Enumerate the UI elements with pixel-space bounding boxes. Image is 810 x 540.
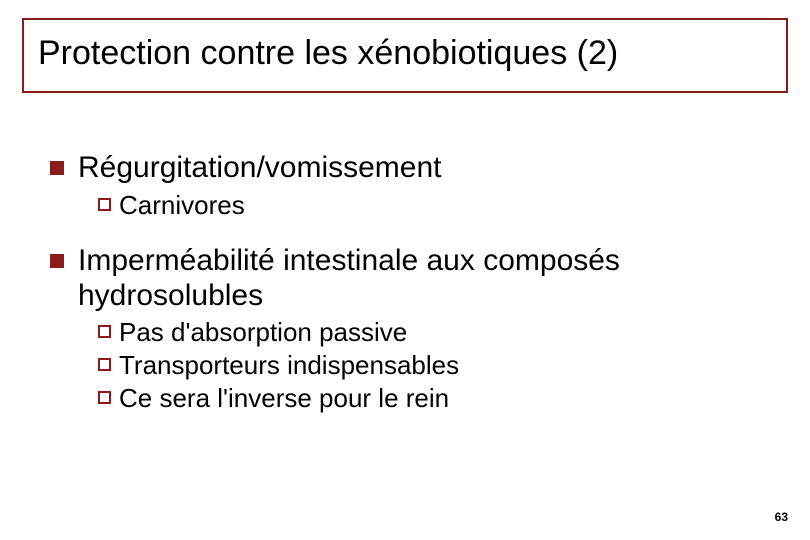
page-number: 63	[775, 510, 788, 524]
bullet-level1: Régurgitation/vomissement Carnivores	[50, 151, 788, 220]
title-box: Protection contre les xénobiotiques (2)	[22, 18, 788, 93]
sub-bullet-group: Carnivores	[50, 190, 788, 221]
square-bullet-icon	[50, 254, 64, 268]
bullet-level1: Imperméabilité intestinale aux composés …	[50, 244, 788, 413]
sub-bullet-text: Ce sera l'inverse pour le rein	[119, 383, 449, 414]
hollow-square-bullet-icon	[98, 358, 111, 371]
bullet-text: Imperméabilité intestinale aux composés …	[78, 244, 788, 313]
bullet-text: Régurgitation/vomissement	[78, 151, 442, 186]
sub-bullet-row: Transporteurs indispensables	[98, 350, 788, 381]
bullet-row: Régurgitation/vomissement	[50, 151, 788, 186]
sub-bullet-text: Carnivores	[119, 190, 245, 221]
square-bullet-icon	[50, 161, 64, 175]
slide-title: Protection contre les xénobiotiques (2)	[38, 34, 776, 73]
slide-container: Protection contre les xénobiotiques (2) …	[0, 0, 810, 540]
hollow-square-bullet-icon	[98, 198, 111, 211]
hollow-square-bullet-icon	[98, 325, 111, 338]
sub-bullet-row: Ce sera l'inverse pour le rein	[98, 383, 788, 414]
sub-bullet-row: Carnivores	[98, 190, 788, 221]
sub-bullet-group: Pas d'absorption passive Transporteurs i…	[50, 317, 788, 413]
hollow-square-bullet-icon	[98, 391, 111, 404]
content-area: Régurgitation/vomissement Carnivores Imp…	[22, 151, 788, 413]
sub-bullet-text: Transporteurs indispensables	[119, 350, 459, 381]
sub-bullet-row: Pas d'absorption passive	[98, 317, 788, 348]
bullet-row: Imperméabilité intestinale aux composés …	[50, 244, 788, 313]
sub-bullet-text: Pas d'absorption passive	[119, 317, 407, 348]
